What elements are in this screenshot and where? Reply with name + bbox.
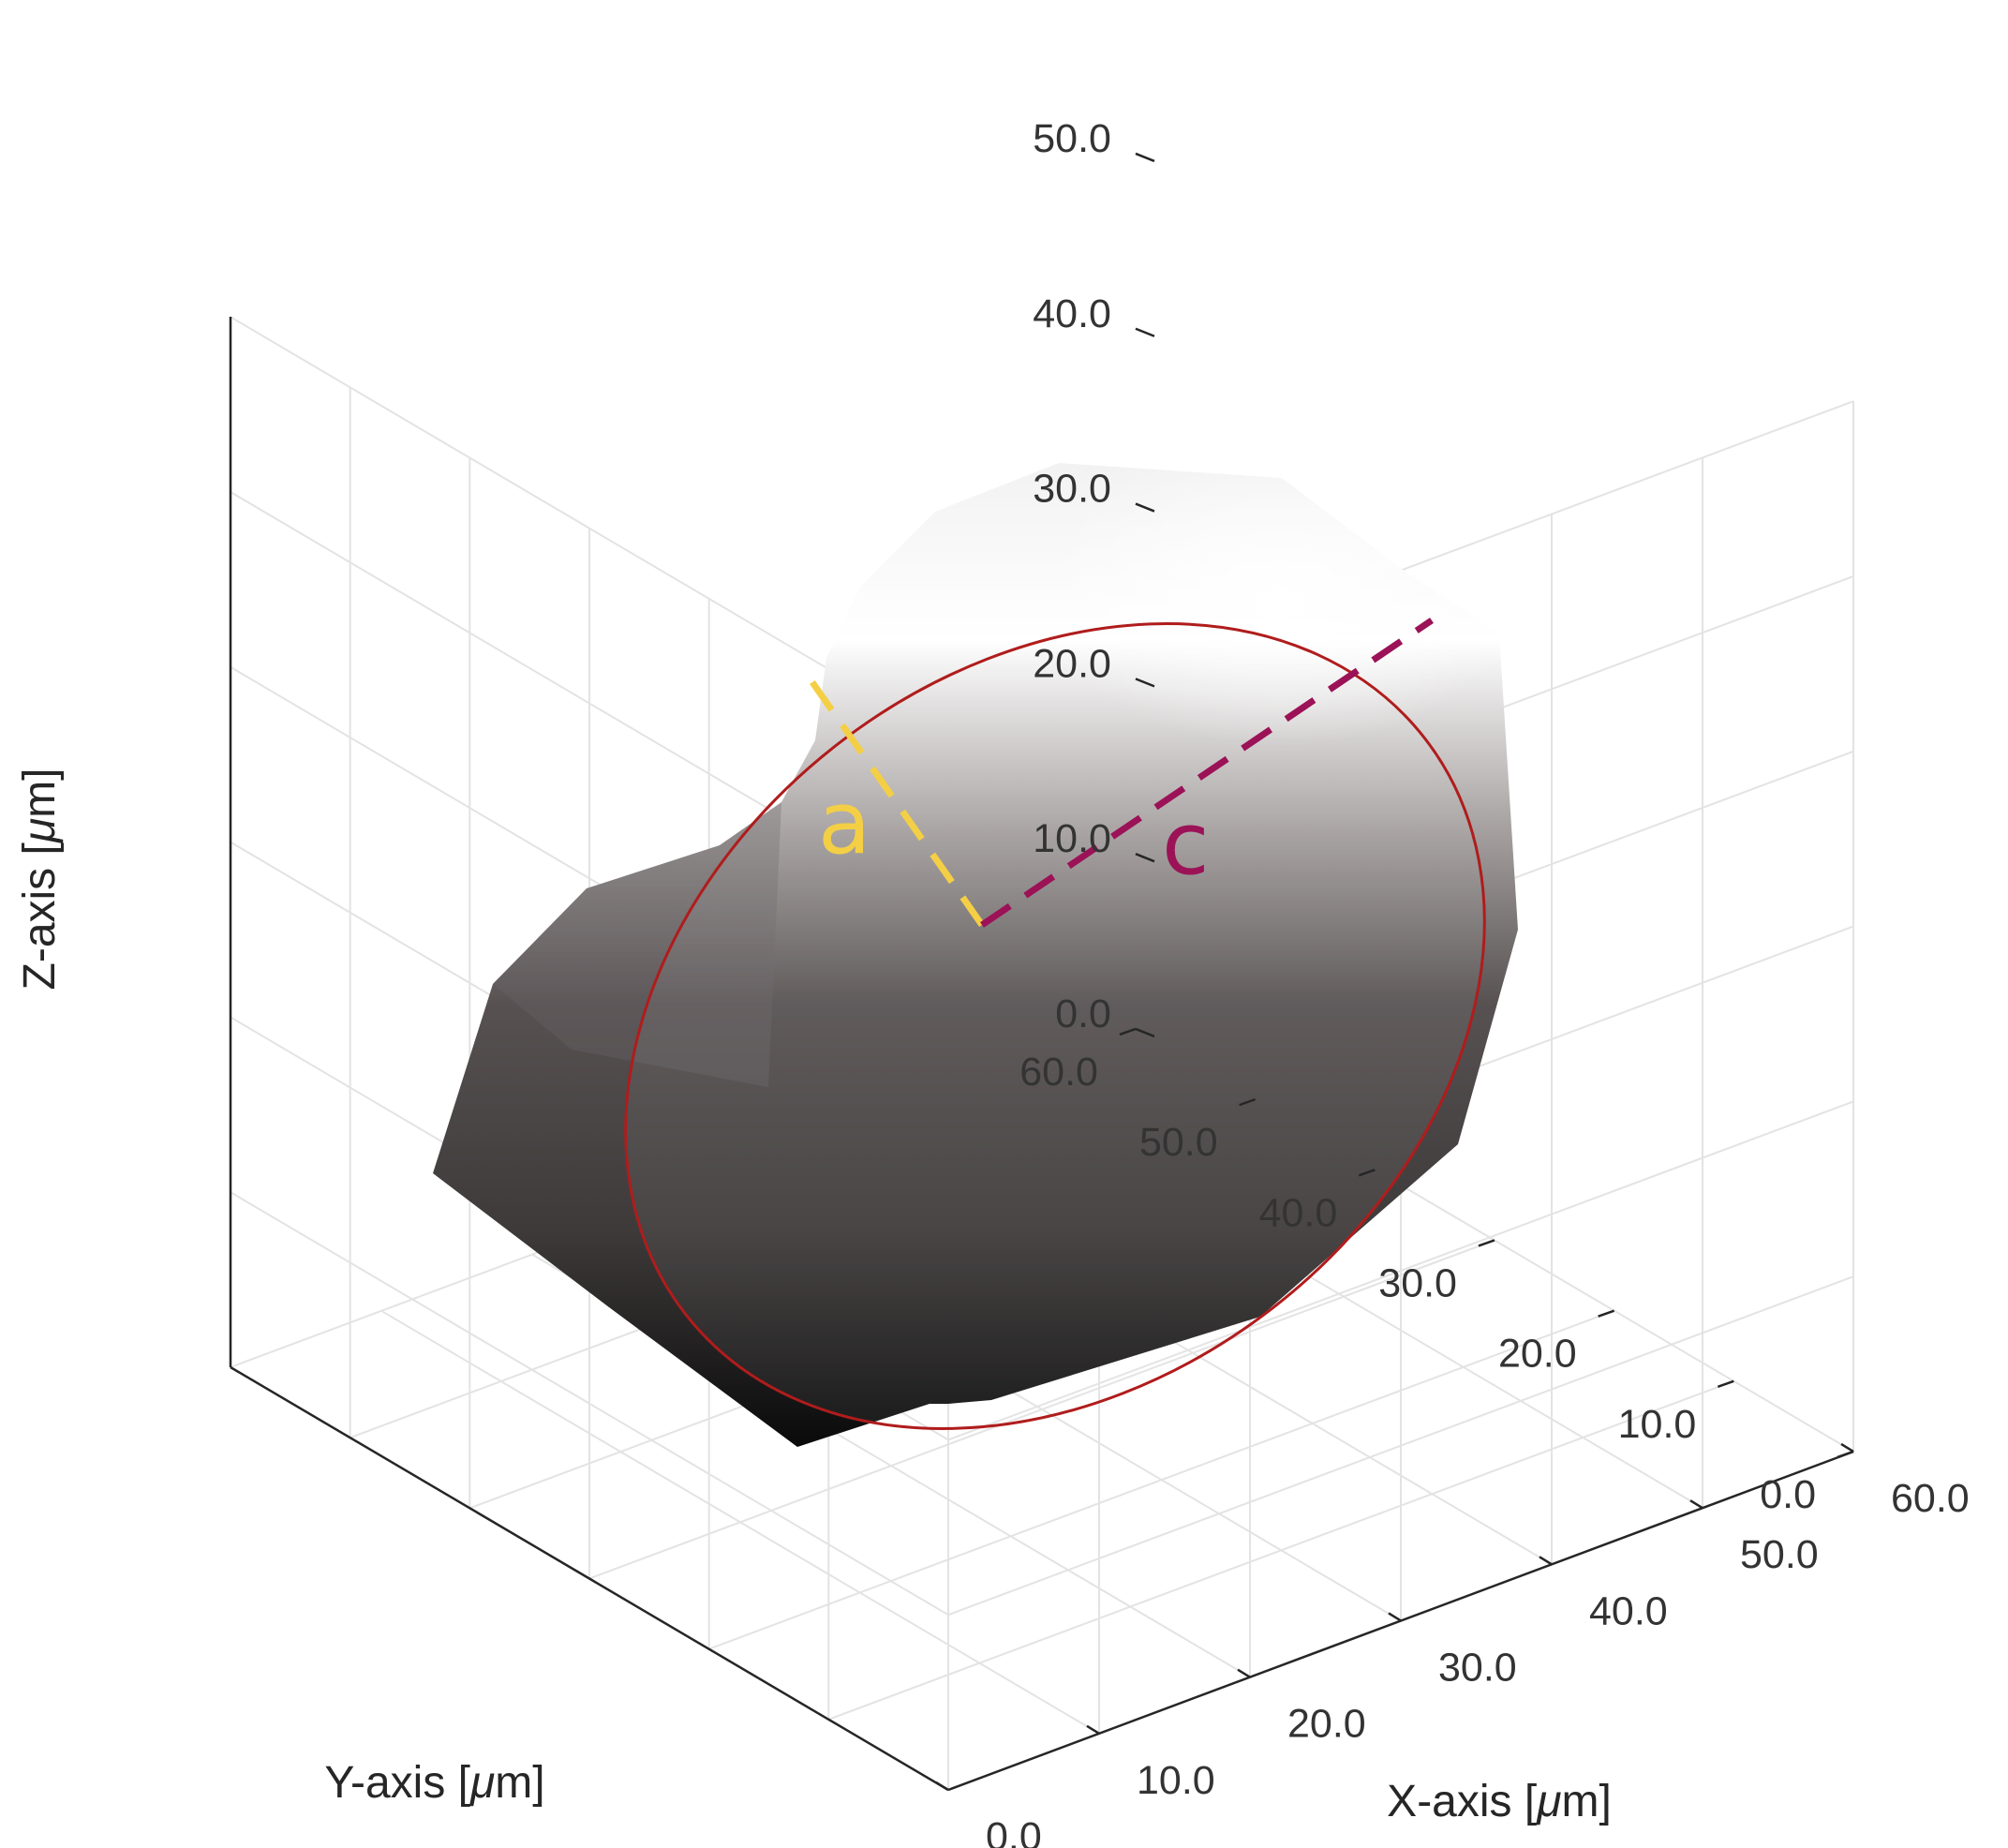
particle-highlight	[815, 463, 1499, 900]
y-tick	[1717, 1379, 1734, 1388]
y-axis-title-suffix: m]	[495, 1758, 544, 1808]
y-tick	[1239, 1097, 1257, 1107]
y-tick-label: 50.0	[1139, 1120, 1218, 1165]
z-tick-label: 30.0	[1033, 467, 1111, 512]
x-axis-title-suffix: m]	[1562, 1777, 1612, 1826]
axis-tick-labels: 0.0 10.0 20.0 30.0 40.0 50.0 60.0 0.0 10.0 20.0 30…	[986, 116, 1970, 1848]
y-axis-title-prefix: Y-axis [	[324, 1758, 470, 1808]
y-tick-label: 40.0	[1259, 1190, 1338, 1235]
x-axis-title: X-axis [μm]	[1387, 1777, 1612, 1826]
y-tick-label: 60.0	[1019, 1050, 1098, 1095]
y-tick	[1598, 1309, 1615, 1318]
particle-facet-left	[493, 802, 781, 1087]
x-tick	[1539, 1556, 1553, 1566]
particle-surface	[433, 463, 1518, 1447]
z-tick	[1135, 852, 1155, 863]
z-tick-label: 20.0	[1033, 641, 1111, 686]
x-tick-label: 0.0	[986, 1814, 1042, 1848]
axis-ticks	[935, 152, 1854, 1792]
y-tick	[1837, 1450, 1854, 1459]
fitted-ellipse	[624, 622, 1486, 1430]
x-tick-label: 60.0	[1891, 1476, 1970, 1521]
x-tick	[1086, 1724, 1100, 1735]
x-axis-title-prefix: X-axis [	[1387, 1777, 1537, 1826]
y-tick-label: 0.0	[1760, 1472, 1816, 1517]
x-tick-label: 10.0	[1137, 1758, 1215, 1803]
x-tick-label: 40.0	[1589, 1588, 1668, 1633]
z-tick	[1135, 502, 1155, 513]
x-tick-label: 30.0	[1438, 1645, 1517, 1690]
z-axis-title-suffix: m]	[15, 768, 65, 818]
x-tick	[1388, 1612, 1402, 1622]
x-tick	[1689, 1499, 1703, 1510]
x-axis-line	[947, 1450, 1854, 1792]
x-tick	[1840, 1442, 1854, 1453]
z-axis-title-prefix: Z-axis [	[15, 842, 65, 990]
y-tick	[1119, 1027, 1137, 1036]
x-tick-label: 50.0	[1740, 1532, 1819, 1577]
y-axis-line	[230, 1365, 949, 1792]
x-tick	[1237, 1668, 1251, 1678]
axis-lines	[229, 317, 1854, 1792]
y-tick-label: 10.0	[1618, 1402, 1697, 1447]
y-tick	[1478, 1239, 1495, 1247]
z-tick-label: 50.0	[1033, 116, 1111, 161]
z-tick-label: 0.0	[1055, 991, 1111, 1036]
z-tick	[1135, 327, 1155, 337]
semi-axis-a-label: a	[818, 773, 870, 873]
y-tick-label: 20.0	[1498, 1332, 1577, 1377]
z-axis-title: Z-axis [μm]	[15, 768, 65, 991]
y-tick-label: 30.0	[1378, 1260, 1457, 1305]
grid-line	[380, 1309, 1100, 1735]
x-tick	[935, 1781, 949, 1792]
y-axis-title: Y-axis [μm]	[324, 1758, 544, 1808]
z-tick	[1135, 1027, 1155, 1038]
z-tick-label: 40.0	[1033, 291, 1111, 336]
y-tick	[1358, 1169, 1376, 1177]
z-tick-label: 10.0	[1033, 816, 1111, 861]
x-axis-title-unit: μ	[1535, 1777, 1561, 1826]
z-axis-title-unit: μ	[15, 818, 65, 844]
semi-axis-c-line	[980, 618, 1434, 928]
z-tick	[1135, 152, 1155, 163]
x-tick-label: 20.0	[1287, 1702, 1366, 1747]
y-axis-title-unit: μ	[469, 1758, 495, 1808]
z-tick	[1135, 678, 1155, 688]
semi-axis-c-label: c	[1162, 794, 1210, 894]
